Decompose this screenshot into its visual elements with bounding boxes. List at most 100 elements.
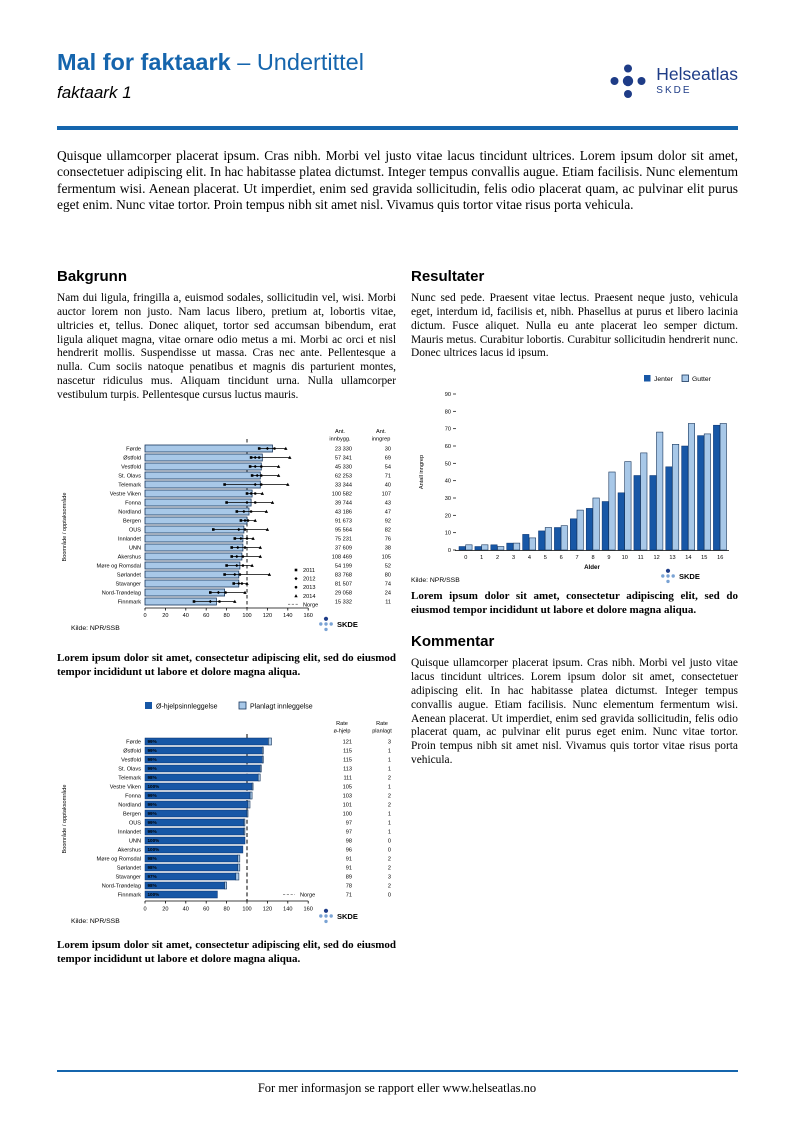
- svg-text:2: 2: [388, 793, 391, 799]
- skde-logo-icon: SKDE: [661, 568, 700, 584]
- svg-text:Rate: Rate: [336, 721, 348, 727]
- svg-text:15: 15: [701, 555, 707, 561]
- svg-text:115: 115: [343, 757, 352, 763]
- page-title: Mal for faktaark – Undertittel: [57, 49, 738, 76]
- svg-text:23 330: 23 330: [335, 446, 352, 452]
- svg-text:Antall inngrep: Antall inngrep: [419, 455, 425, 489]
- svg-text:98%: 98%: [148, 775, 157, 780]
- svg-text:Ant.: Ant.: [335, 429, 345, 435]
- svg-text:115: 115: [343, 748, 352, 754]
- svg-text:0: 0: [143, 906, 146, 912]
- svg-text:99%: 99%: [148, 802, 157, 807]
- svg-text:3: 3: [388, 739, 391, 745]
- fig1-legend: 2011 2012 2013 2014 Norge: [288, 568, 318, 608]
- svg-text:30: 30: [385, 446, 391, 452]
- svg-text:70: 70: [445, 427, 451, 433]
- svg-text:43: 43: [385, 500, 391, 506]
- svg-text:Boområde / opptaksområde: Boområde / opptaksområde: [61, 784, 68, 853]
- svg-text:98%: 98%: [148, 865, 157, 870]
- fig1-table-headers: Ant.innbygg.Ant.inngrep: [329, 429, 390, 443]
- fig2-legend: Jenter Gutter: [644, 374, 712, 383]
- left-column: Bakgrunn Nam dui ligula, fringilla a, eu…: [57, 268, 396, 967]
- svg-text:40: 40: [445, 479, 451, 485]
- svg-text:120: 120: [263, 613, 272, 619]
- svg-text:80: 80: [223, 906, 229, 912]
- svg-text:Finnmark: Finnmark: [118, 892, 142, 898]
- svg-text:15 332: 15 332: [335, 599, 352, 605]
- svg-text:40: 40: [183, 906, 189, 912]
- svg-text:0: 0: [388, 847, 391, 853]
- svg-text:Nordland: Nordland: [118, 509, 141, 515]
- svg-text:160: 160: [304, 906, 313, 912]
- helseatlas-logo: Helseatlas SKDE: [607, 58, 738, 104]
- logo-name: Helseatlas: [656, 63, 738, 84]
- svg-text:37 609: 37 609: [335, 545, 352, 551]
- svg-text:98%: 98%: [148, 883, 157, 888]
- svg-text:Vestfold: Vestfold: [121, 757, 141, 763]
- svg-text:2011: 2011: [303, 568, 315, 574]
- svg-text:Boområde / opptaksområde: Boområde / opptaksområde: [61, 492, 68, 561]
- svg-text:120: 120: [263, 906, 272, 912]
- svg-text:99%: 99%: [148, 739, 157, 744]
- svg-text:Førde: Førde: [126, 739, 141, 745]
- svg-text:inngrep: inngrep: [372, 436, 391, 442]
- svg-text:60: 60: [445, 444, 451, 450]
- svg-text:75 231: 75 231: [335, 536, 352, 542]
- svg-text:140: 140: [283, 906, 292, 912]
- svg-text:97%: 97%: [148, 874, 157, 879]
- svg-text:Norge: Norge: [300, 892, 315, 898]
- svg-text:Rate: Rate: [376, 721, 388, 727]
- skde-logo-icon: SKDE: [319, 908, 358, 923]
- svg-text:9: 9: [607, 555, 610, 561]
- fig1-caption: Lorem ipsum dolor sit amet, consectetur …: [57, 651, 396, 678]
- svg-text:16: 16: [717, 555, 723, 561]
- svg-text:Stavanger: Stavanger: [116, 581, 142, 587]
- svg-text:SKDE: SKDE: [337, 620, 358, 629]
- svg-text:14: 14: [685, 555, 691, 561]
- svg-text:Akershus: Akershus: [118, 554, 142, 560]
- svg-text:Vestfold: Vestfold: [121, 464, 141, 470]
- svg-text:Vestre Viken: Vestre Viken: [110, 491, 141, 497]
- svg-text:Innlandet: Innlandet: [118, 536, 141, 542]
- svg-text:SKDE: SKDE: [679, 572, 700, 581]
- svg-text:St. Olavs: St. Olavs: [118, 473, 141, 479]
- svg-text:100: 100: [242, 906, 251, 912]
- svg-text:OUS: OUS: [129, 820, 141, 826]
- svg-text:Gutter: Gutter: [692, 376, 712, 383]
- svg-text:78: 78: [346, 883, 352, 889]
- helseatlas-logo-icon: [607, 58, 649, 104]
- svg-text:Nordland: Nordland: [118, 802, 141, 808]
- svg-text:0: 0: [388, 892, 391, 898]
- svg-text:20: 20: [162, 613, 168, 619]
- resultater-body: Nunc sed pede. Praesent vitae lectus. Pr…: [411, 292, 738, 360]
- svg-text:SKDE: SKDE: [337, 911, 358, 920]
- svg-text:2: 2: [388, 775, 391, 781]
- svg-text:20: 20: [162, 906, 168, 912]
- svg-text:99%: 99%: [148, 748, 157, 753]
- svg-text:90: 90: [445, 392, 451, 398]
- svg-text:60: 60: [203, 613, 209, 619]
- svg-text:74: 74: [385, 581, 391, 587]
- svg-text:Møre og Romsdal: Møre og Romsdal: [97, 856, 141, 862]
- svg-text:ø-hjelp: ø-hjelp: [333, 728, 350, 734]
- fig2-y-axis: 0 10 20 30 40 50 60 70 80 90: [445, 392, 456, 554]
- svg-text:69: 69: [385, 455, 391, 461]
- svg-text:1: 1: [388, 757, 391, 763]
- svg-text:99%: 99%: [148, 757, 157, 762]
- skde-logo-icon: SKDE: [319, 616, 358, 631]
- svg-text:2012: 2012: [303, 576, 315, 582]
- svg-text:99%: 99%: [148, 793, 157, 798]
- svg-text:Sørlandet: Sørlandet: [117, 865, 142, 871]
- svg-text:43 186: 43 186: [335, 509, 352, 515]
- svg-text:2: 2: [388, 802, 391, 808]
- svg-text:45 330: 45 330: [335, 464, 352, 470]
- svg-text:2: 2: [388, 856, 391, 862]
- svg-text:71: 71: [385, 473, 391, 479]
- svg-text:99%: 99%: [148, 766, 157, 771]
- svg-text:92: 92: [385, 518, 391, 524]
- svg-text:33 344: 33 344: [335, 482, 352, 488]
- svg-text:98: 98: [346, 838, 352, 844]
- svg-text:12: 12: [653, 555, 659, 561]
- svg-text:Bergen: Bergen: [123, 811, 141, 817]
